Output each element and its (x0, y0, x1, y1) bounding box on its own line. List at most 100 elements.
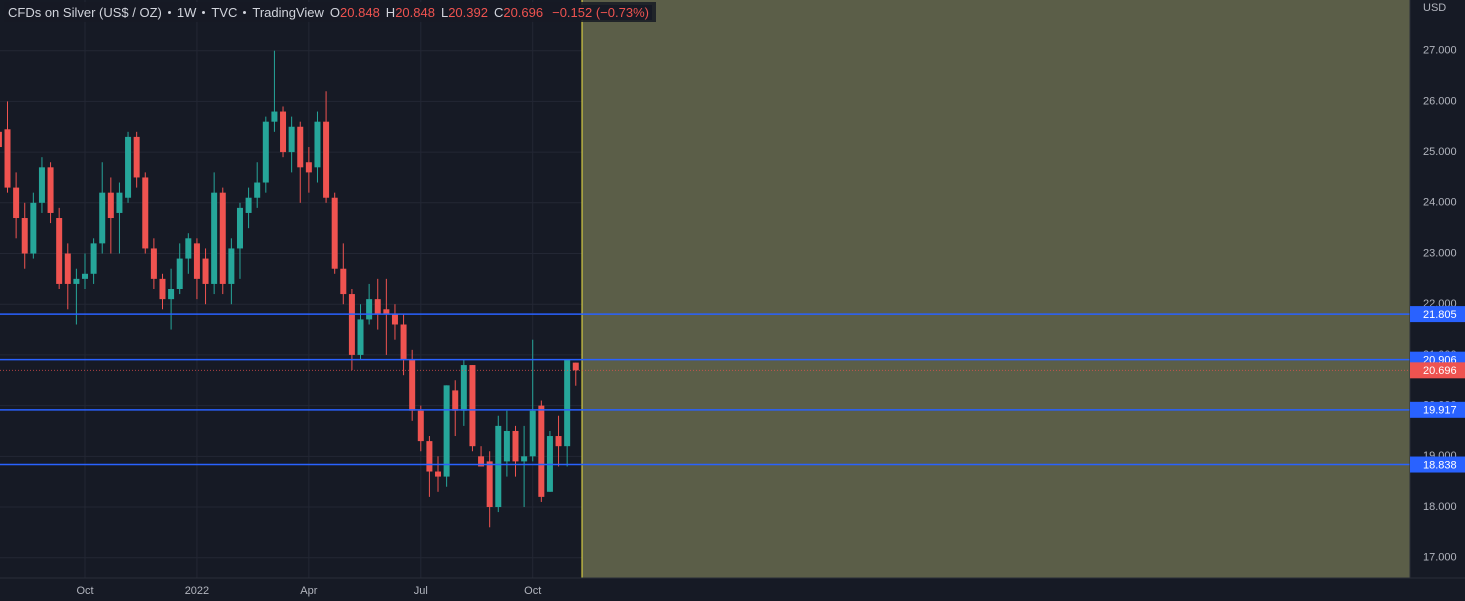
x-tick-label: Jul (414, 585, 428, 597)
interval: 1W (176, 4, 197, 20)
candle-body (503, 430, 510, 462)
candle-body (133, 136, 140, 178)
candle-body (90, 243, 97, 274)
change: −0.152 (−0.73%) (549, 4, 652, 20)
candle-body (142, 177, 149, 249)
candle-body (236, 207, 243, 249)
level-label: 18.838 (1423, 459, 1457, 471)
candle-body (340, 268, 347, 295)
candle-body (262, 121, 269, 183)
ohlc-value: 20.696 (503, 4, 544, 20)
platform: TradingView (252, 4, 324, 20)
level-label-bg (1410, 401, 1465, 418)
candle-body (443, 385, 450, 477)
legend-header: CFDs on Silver (US$ / OZ) 1W TVC Trading… (4, 2, 656, 22)
ohlc-key: O (329, 4, 341, 20)
candle-body (400, 324, 407, 360)
candle-body (374, 299, 381, 315)
candle-body (314, 121, 321, 168)
y-tick-label: 25.000 (1423, 146, 1457, 158)
candle-body (211, 192, 218, 284)
candle-body (116, 192, 123, 213)
symbol-title: CFDs on Silver (US$ / OZ) (8, 4, 162, 20)
candle-body (564, 359, 571, 447)
last-price-label: 20.696 (1423, 365, 1457, 377)
candle-body (0, 131, 2, 148)
candle-body (478, 456, 485, 467)
candle-body (193, 243, 200, 279)
candle-body (495, 425, 502, 508)
candle-body (159, 278, 166, 300)
candle-body (47, 167, 54, 213)
price-axis (1410, 0, 1465, 601)
y-tick-label: 18.000 (1423, 501, 1457, 513)
ohlc: L20.392 (441, 5, 488, 20)
candle-body (538, 405, 545, 497)
candle-body (38, 167, 45, 203)
ohlc: H20.848 (386, 5, 435, 20)
axis-labels: 17.00018.00019.00020.00021.00022.00023.0… (76, 45, 1465, 597)
level-label-bg (1410, 456, 1465, 473)
y-tick-label: 24.000 (1423, 197, 1457, 209)
candle-body (185, 238, 192, 259)
candle-body (417, 410, 424, 442)
candle-body (460, 365, 467, 411)
candle-body (271, 111, 278, 122)
ohlc: C20.696 (494, 5, 543, 20)
candle-body (435, 471, 442, 477)
candle-body (228, 248, 235, 284)
ohlc-key: L (440, 4, 449, 20)
candle-body (56, 218, 63, 284)
candle-body (73, 278, 80, 284)
ohlc-key: C (493, 4, 504, 20)
candle-body (572, 362, 579, 371)
candle-body (331, 197, 338, 269)
candle-body (13, 187, 20, 219)
candle-body (288, 126, 295, 153)
y-tick-label: 26.000 (1423, 95, 1457, 107)
level-label: 19.917 (1423, 405, 1457, 417)
candle-body (348, 294, 355, 355)
separator (167, 10, 171, 14)
levels (0, 313, 1410, 466)
candle-body (219, 192, 226, 284)
currency-label: USD (1423, 2, 1446, 14)
ohlc-value: 20.848 (340, 4, 380, 20)
candle-body (202, 258, 209, 284)
candle-body (245, 197, 252, 213)
candle-body (512, 430, 519, 462)
level-label: 21.805 (1423, 309, 1457, 321)
candle-body (383, 309, 390, 315)
candle-body (30, 202, 37, 254)
candle-body (469, 365, 476, 447)
candle-body (521, 456, 528, 462)
candle-body (99, 192, 106, 244)
x-tick-label: Oct (76, 585, 93, 597)
candles (0, 50, 579, 528)
last-price-label-bg (1410, 362, 1465, 379)
ohlc: O20.848 (330, 5, 380, 20)
candle-body (82, 273, 88, 279)
candle-body (168, 289, 175, 300)
candle-body (297, 126, 304, 168)
candle-body (125, 136, 132, 198)
ohlc-key: H (385, 4, 396, 20)
candle-body (176, 258, 183, 289)
level-label-bg (1410, 306, 1465, 323)
y-tick-label: 23.000 (1423, 247, 1457, 259)
projection-zone (582, 0, 1410, 578)
x-tick-label: Apr (300, 585, 317, 597)
x-tick-label: Oct (524, 585, 541, 597)
ohlc-value: 20.848 (395, 4, 435, 20)
candle-body (64, 253, 71, 284)
candle-body (21, 218, 28, 254)
y-tick-label: 17.000 (1423, 552, 1457, 564)
candle-body (452, 390, 459, 411)
candle-body (409, 359, 416, 411)
candle-body (555, 436, 562, 447)
separator (243, 10, 247, 14)
ohlc-value: 20.392 (448, 4, 488, 20)
candle-body (486, 461, 493, 508)
